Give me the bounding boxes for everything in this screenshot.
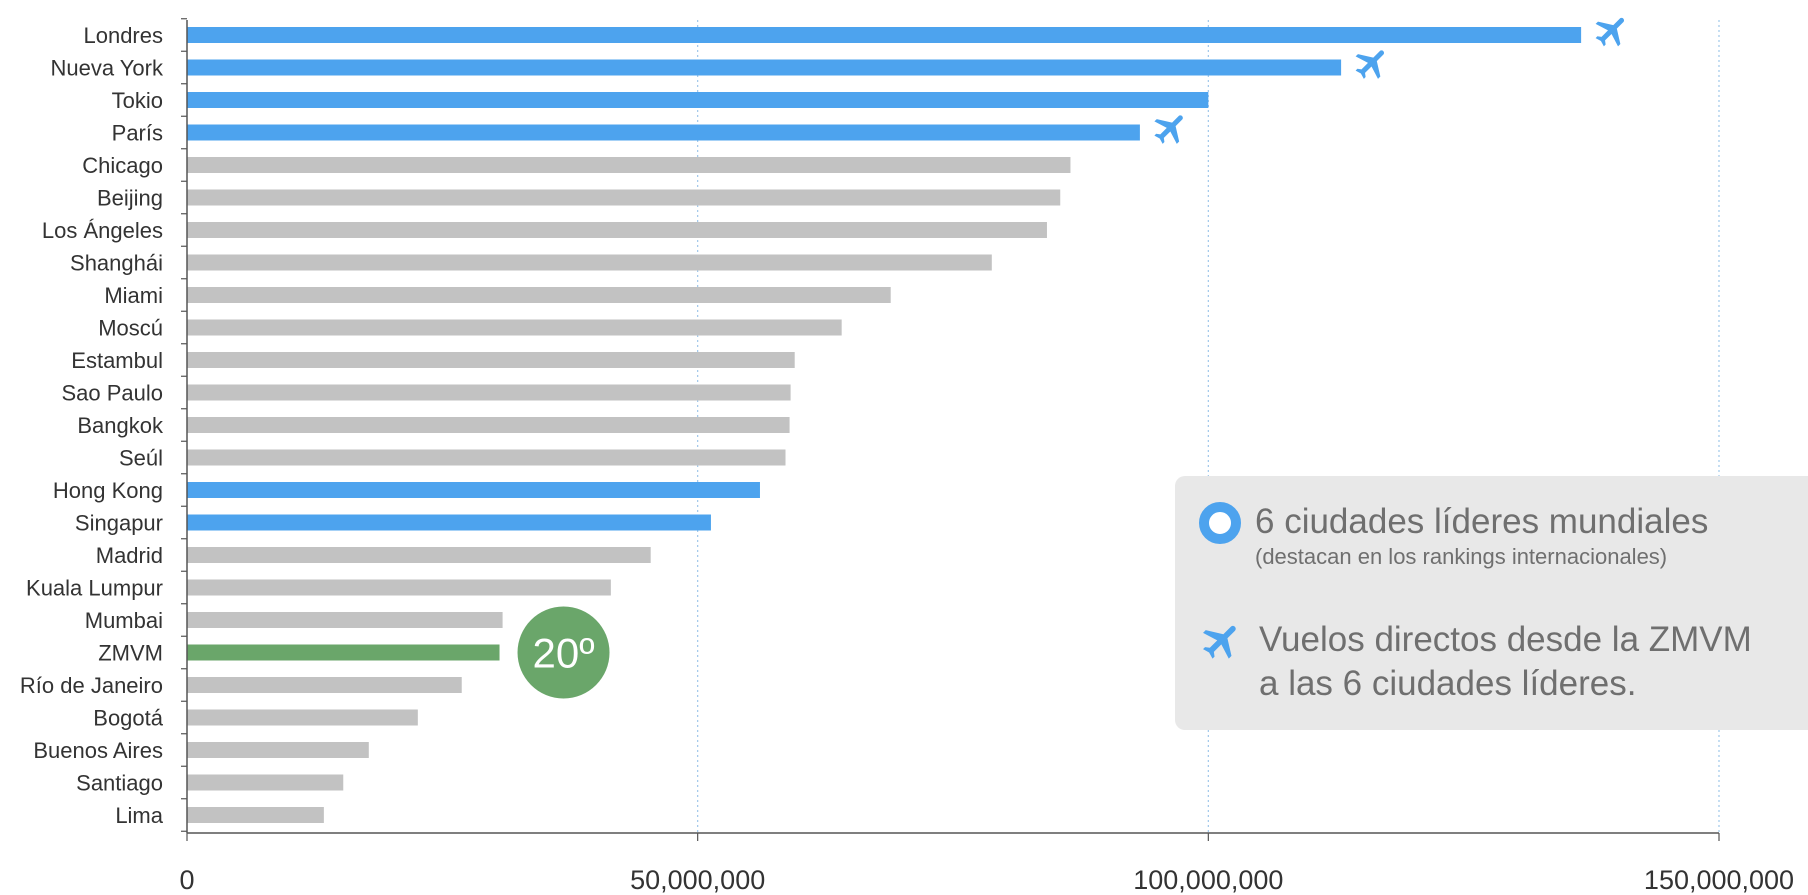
category-label: Kuala Lumpur xyxy=(26,576,163,601)
rank-badge: 20º xyxy=(517,606,610,699)
category-label: Bangkok xyxy=(77,413,164,438)
bar xyxy=(187,612,503,628)
airplane-icon xyxy=(1588,7,1635,54)
x-tick-label: 100,000,000 xyxy=(1133,865,1283,895)
bar xyxy=(187,157,1071,173)
bar xyxy=(187,514,711,531)
x-tick-label: 0 xyxy=(179,865,194,895)
category-label: Lima xyxy=(115,803,163,828)
category-label: Sao Paulo xyxy=(61,381,163,406)
category-label: Estambul xyxy=(71,348,163,373)
x-tick-label: 150,000,000 xyxy=(1644,865,1794,895)
bar xyxy=(187,709,418,726)
category-label: Seúl xyxy=(119,446,163,471)
bar xyxy=(187,417,790,433)
category-label: Nueva York xyxy=(50,56,164,81)
category-label: Chicago xyxy=(82,153,163,178)
category-label: Santiago xyxy=(76,771,163,796)
category-label: Moscú xyxy=(98,316,163,341)
category-label: Buenos Aires xyxy=(33,738,163,763)
category-label: París xyxy=(112,121,163,146)
airplane-icon xyxy=(1348,39,1395,86)
axes xyxy=(181,18,1720,841)
bar xyxy=(187,222,1047,238)
bar xyxy=(187,644,500,661)
legend-flights-line1: Vuelos directos desde la ZMVM xyxy=(1259,620,1752,659)
bar xyxy=(187,547,651,563)
category-label: Singapur xyxy=(75,511,163,536)
category-label: ZMVM xyxy=(98,641,163,666)
legend: 6 ciudades líderes mundiales (destacan e… xyxy=(1175,476,1808,730)
bar xyxy=(187,287,891,303)
bar xyxy=(187,59,1342,76)
bar xyxy=(187,384,791,401)
legend-flights-line2: a las 6 ciudades líderes. xyxy=(1259,664,1637,703)
legend-item-flights: Vuelos directos desde la ZMVM a las 6 ci… xyxy=(1199,618,1752,706)
airplane-icon xyxy=(1199,618,1245,664)
category-label: Hong Kong xyxy=(53,478,163,503)
category-label: Río de Janeiro xyxy=(20,673,163,698)
ring-icon xyxy=(1199,502,1241,544)
category-label: Shanghái xyxy=(70,251,163,276)
bar xyxy=(187,319,842,336)
bar xyxy=(187,352,795,368)
bar xyxy=(187,807,324,823)
bar xyxy=(187,189,1061,206)
bar xyxy=(187,482,760,498)
bar xyxy=(187,449,786,466)
legend-leaders-title: 6 ciudades líderes mundiales xyxy=(1255,502,1709,541)
category-label: Madrid xyxy=(96,543,163,568)
category-label: Mumbai xyxy=(85,608,163,633)
bar xyxy=(187,579,611,596)
bar xyxy=(187,774,344,791)
bar xyxy=(187,254,992,271)
category-label: Tokio xyxy=(112,88,163,113)
rank-badge-text: 20º xyxy=(532,630,594,677)
category-labels: Londres Nueva York Tokio París Chicago Beijin… xyxy=(20,23,164,828)
bars xyxy=(187,27,1582,823)
x-tick-labels: 0 50,000,000 100,000,000 150,000,000 xyxy=(179,865,1794,895)
x-tick-label: 50,000,000 xyxy=(630,865,765,895)
bar xyxy=(187,124,1140,141)
bar xyxy=(187,27,1582,43)
category-label: Bogotá xyxy=(93,706,163,731)
bar xyxy=(187,742,369,758)
category-label: Los Ángeles xyxy=(42,218,163,243)
bar xyxy=(187,677,462,693)
legend-item-leaders: 6 ciudades líderes mundiales (destacan e… xyxy=(1199,500,1708,570)
airplane-icon xyxy=(1147,104,1194,151)
category-label: Londres xyxy=(83,23,163,48)
legend-leaders-subtitle: (destacan en los rankings internacionale… xyxy=(1255,544,1668,569)
rank-badge-circle xyxy=(517,606,610,699)
category-label: Beijing xyxy=(97,186,163,211)
bar xyxy=(187,92,1209,108)
category-label: Miami xyxy=(104,283,163,308)
